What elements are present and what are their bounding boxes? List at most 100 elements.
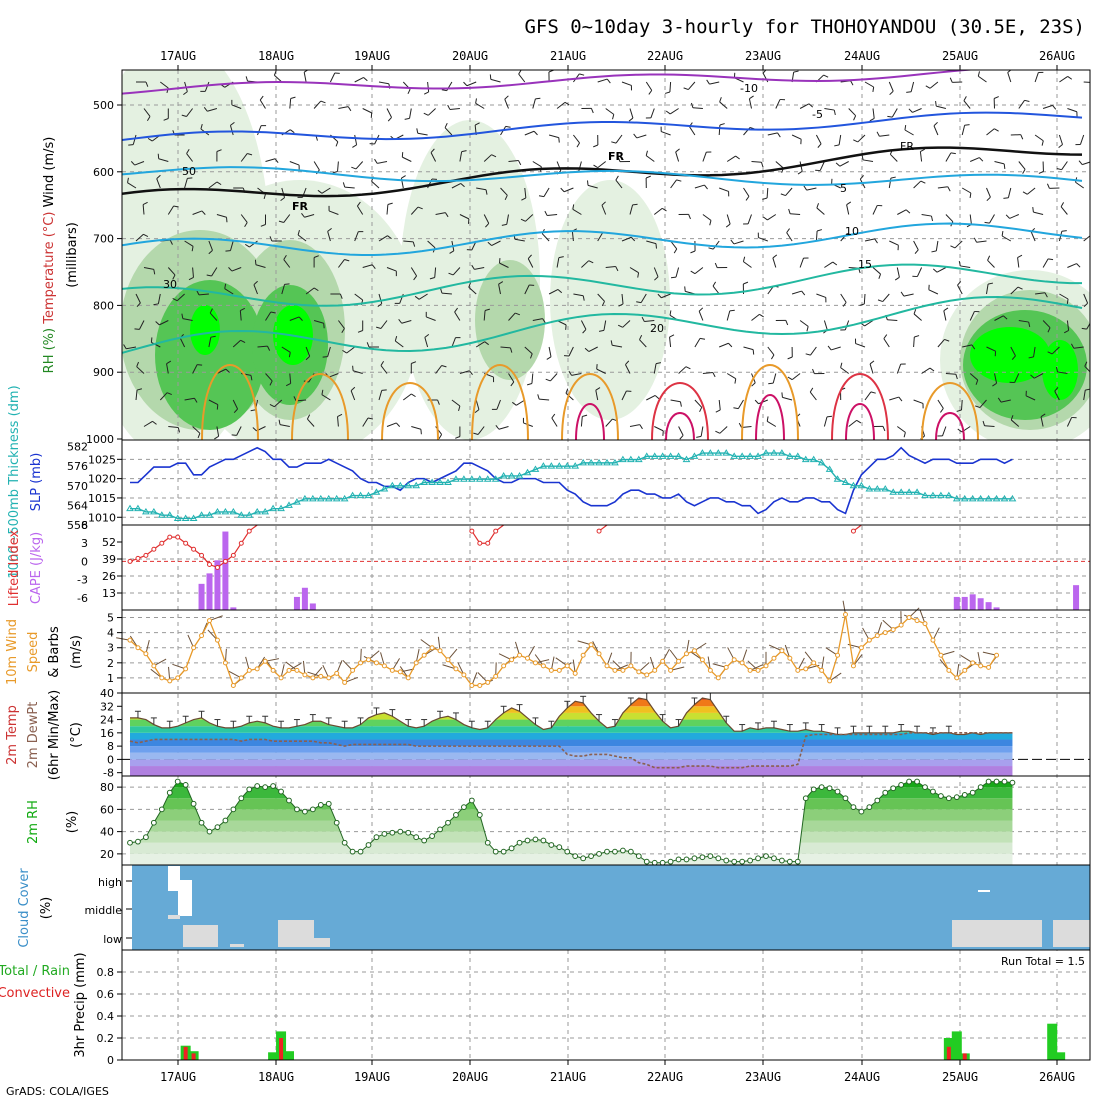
wind-barb	[864, 81, 874, 88]
cloud-level-label: middle	[84, 904, 122, 917]
thickness-marker	[221, 507, 230, 515]
wind-barb-flag	[473, 432, 479, 435]
wind-barb-flag	[777, 132, 781, 138]
wind-barb	[265, 311, 272, 321]
wind-barb-flag	[1047, 327, 1051, 333]
wind-barb-flag	[509, 347, 513, 353]
wind-barb	[409, 108, 412, 119]
wind-barb	[1066, 417, 1073, 427]
wind-barb-flag	[273, 70, 277, 76]
wind-barb-flag	[529, 353, 533, 359]
isotherm-15	[122, 296, 1083, 354]
wind-barb	[945, 214, 954, 223]
wind-speed-marker	[214, 637, 220, 643]
wind-barb	[612, 344, 623, 348]
contour-label: 15	[858, 258, 872, 271]
wind-barb	[896, 267, 900, 278]
rh-marker	[309, 806, 316, 813]
cape-bar	[301, 587, 308, 610]
wind-barb	[916, 267, 923, 277]
rh-marker	[484, 839, 491, 846]
wind-speed-marker	[652, 667, 658, 673]
wind-barb	[767, 132, 778, 136]
wind-barb-flag	[906, 91, 912, 93]
lifted-index-marker	[477, 540, 483, 546]
wind-speed-marker	[970, 660, 976, 666]
wind-barb	[354, 77, 364, 83]
wind-barb-flag	[278, 220, 284, 223]
wind-barb	[743, 187, 750, 197]
wind-barb	[240, 153, 248, 162]
thickness-marker	[253, 507, 262, 515]
rh-marker	[810, 786, 817, 793]
wind-barb	[313, 100, 322, 109]
rh-shading-region	[190, 305, 220, 355]
thickness-marker	[714, 449, 723, 456]
wind-barb-flag	[641, 316, 645, 322]
date-label-top: 18AUG	[258, 49, 294, 63]
wind-barb-flag	[920, 148, 926, 153]
rh-marker	[413, 834, 420, 841]
date-label-top: 26AUG	[1039, 49, 1075, 63]
wind-barb-flag	[943, 307, 949, 312]
wind-speed-marker	[421, 652, 427, 658]
wind-barb-flag	[785, 320, 789, 326]
wind-barb-flag	[352, 144, 357, 148]
thickness-marker	[142, 507, 150, 515]
thickness-marker	[420, 478, 429, 485]
dewpoint-line	[129, 732, 1013, 769]
wind-barb-flag	[872, 86, 875, 93]
wind-barb	[168, 426, 179, 429]
wind-barb-flag	[188, 277, 194, 281]
wind-barb	[799, 103, 810, 109]
pressure-tick-label: 900	[93, 366, 114, 379]
wind-barb-flag	[887, 115, 893, 118]
wind-barb	[891, 108, 898, 118]
wind-barb-flag	[982, 420, 986, 426]
wind-barb-flag	[313, 287, 319, 292]
wind-barb	[167, 205, 175, 215]
wind-barb-flag	[1030, 374, 1035, 379]
wind-barb-flag	[130, 161, 136, 166]
wind-barb-flag	[1005, 214, 1010, 219]
wind-barb-flag	[987, 255, 991, 261]
precip-ylabel-convective: Convective	[0, 986, 70, 1001]
thickness-marker	[849, 481, 858, 489]
wind-barb	[303, 72, 307, 83]
wind-barb-flag	[617, 324, 623, 328]
thickness-marker	[483, 475, 492, 482]
wind-barb	[816, 293, 826, 298]
wind-barb-flag	[706, 79, 710, 85]
thickness-marker	[189, 514, 198, 521]
precip-convective-bar	[183, 1046, 188, 1060]
rh-marker	[612, 848, 618, 855]
thickness-marker	[921, 491, 929, 499]
wind-barb	[1082, 161, 1090, 166]
thickness-marker	[857, 481, 866, 489]
wind-barb	[547, 214, 558, 217]
wind-barb	[527, 258, 534, 268]
wind-barb-flag	[582, 295, 585, 301]
wind-barb	[937, 399, 944, 409]
thickness-marker	[738, 452, 747, 459]
rh-marker	[270, 783, 277, 789]
wind-barb	[872, 267, 881, 275]
thickness-marker	[937, 491, 945, 499]
wind-barb-flag	[823, 74, 829, 78]
wind-barb	[650, 108, 655, 119]
wind-barb	[565, 392, 574, 401]
wind-barb	[568, 346, 574, 357]
wind-barb-flag	[1056, 168, 1062, 171]
wind-barb	[921, 214, 932, 217]
wind-barb	[758, 237, 768, 242]
contour-label: 30	[163, 278, 177, 291]
date-label-bottom: 20AUG	[452, 1070, 488, 1084]
thickness-marker	[825, 465, 834, 472]
wind-barb-flag	[997, 397, 1002, 403]
wind-barb-flag	[269, 236, 273, 242]
precip-total-bar	[951, 1031, 962, 1060]
contour-label: 5	[840, 182, 847, 195]
wind-barb-flag	[661, 207, 667, 212]
wind-barb-flag	[537, 394, 540, 400]
chart-title: GFS 0~10day 3-hourly for THOHOYANDOU (30…	[524, 16, 1085, 38]
